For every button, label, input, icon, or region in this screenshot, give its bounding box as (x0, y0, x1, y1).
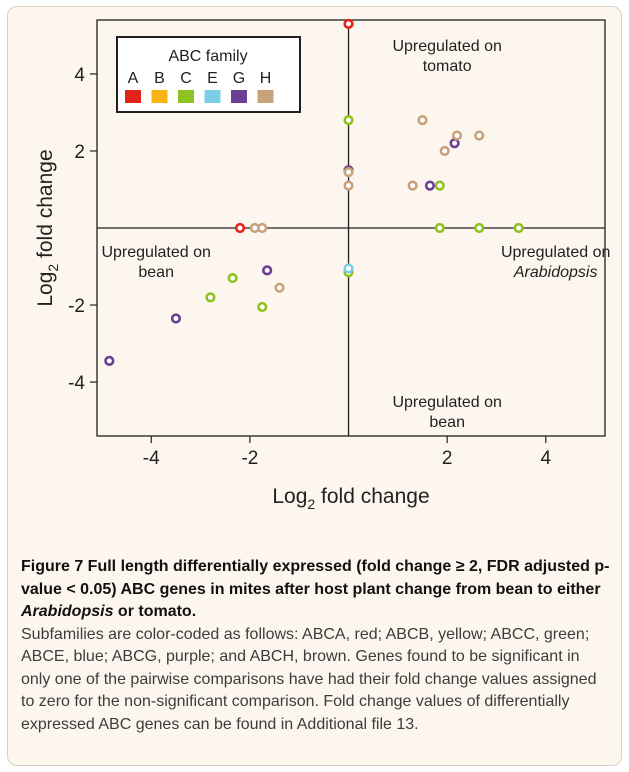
quadrant-annotation-line2: tomato (423, 58, 472, 75)
data-point (227, 272, 238, 284)
legend-swatch (204, 90, 221, 103)
figure-title: Full length differentially expressed (fo… (21, 558, 609, 620)
y-tick-label: 4 (74, 65, 85, 86)
legend-entry-label: G (233, 70, 245, 87)
legend-swatch (231, 90, 247, 103)
data-point (205, 292, 216, 303)
figure-label: Figure 7 (21, 558, 84, 575)
legend-entry-label: E (207, 70, 218, 87)
data-point (262, 265, 273, 276)
quadrant-annotation: Upregulated on (501, 244, 610, 261)
legend-swatch (151, 90, 168, 103)
data-point (451, 130, 463, 141)
data-point (343, 180, 354, 191)
data-point (439, 145, 450, 157)
figure-panel (7, 6, 622, 766)
x-tick-label: -2 (241, 448, 258, 469)
y-tick-label: -2 (68, 296, 85, 317)
legend-entry-label: C (180, 70, 192, 87)
y-axis-label: Log2 fold change (34, 149, 61, 306)
data-point (170, 313, 182, 324)
x-tick-label: -4 (143, 448, 160, 469)
legend-swatch (125, 90, 141, 103)
data-point (343, 263, 354, 274)
data-point (407, 180, 418, 191)
legend-swatch (178, 90, 194, 103)
quadrant-annotation: Upregulated on (392, 38, 501, 55)
data-point (234, 222, 246, 234)
legend-entry-label: B (154, 70, 165, 87)
data-point (343, 167, 354, 178)
data-point (274, 282, 285, 293)
figure-caption-body: Subfamilies are color-coded as follows: … (21, 625, 597, 733)
data-point (343, 115, 354, 126)
legend-entry-label: A (128, 70, 139, 87)
y-tick-label: 2 (74, 142, 85, 163)
data-point (257, 222, 268, 234)
figure-title-part2: or tomato. (113, 603, 197, 620)
y-tick-label: -4 (68, 373, 85, 394)
figure-title-part1: Full length differentially expressed (fo… (21, 558, 610, 598)
data-point (474, 130, 485, 141)
figure-title-italic: Arabidopsis (21, 603, 114, 620)
x-tick-label: 4 (541, 448, 552, 469)
figure-caption: Figure 7 Full length differentially expr… (21, 556, 611, 736)
data-point (434, 180, 445, 191)
data-point (424, 180, 436, 191)
quadrant-annotation-line2: bean (429, 414, 465, 431)
data-point (257, 301, 268, 313)
data-point (104, 355, 115, 366)
legend-entry-label: H (260, 70, 272, 87)
data-point (417, 115, 428, 126)
quadrant-annotation-line2: bean (138, 264, 174, 281)
quadrant-annotation: Upregulated on (101, 244, 210, 261)
legend-swatch (257, 90, 274, 103)
scatter-chart: -4 -2 2 4 -4 -2 2 4 Log2 fold change Log2 fold ch… (34, 18, 610, 512)
data-point (434, 222, 445, 234)
x-axis-label: Log2 fold change (272, 485, 429, 512)
legend-title: ABC family (168, 48, 247, 65)
data-point (343, 18, 354, 29)
quadrant-annotation: Upregulated on (392, 394, 501, 411)
quadrant-annotation-line2: Arabidopsis (513, 264, 598, 281)
data-point (474, 222, 485, 234)
data-point (513, 222, 524, 234)
x-tick-label: 2 (442, 448, 453, 469)
